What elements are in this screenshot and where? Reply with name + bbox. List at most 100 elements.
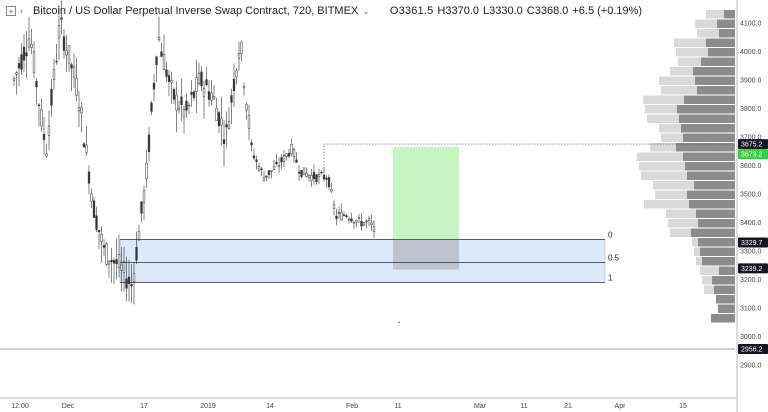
candle-body: [55, 60, 58, 63]
volume-profile-row: [702, 257, 735, 266]
time-tick-label: 15: [679, 403, 687, 410]
ohlc-open: O3361.5: [389, 5, 434, 17]
price-tag-label: 3673.2: [741, 152, 763, 159]
price-tick-label: 3600.0: [740, 163, 762, 170]
price-tag: [738, 263, 768, 274]
price-tag-label: 3675.2: [741, 142, 763, 149]
candle-body: [272, 166, 276, 170]
candle-body: [315, 174, 318, 182]
time-tick-label: Dec: [62, 403, 75, 410]
candle-body: [332, 204, 336, 209]
candle-body: [65, 50, 68, 56]
candle-body: [132, 273, 136, 282]
volume-profile-row: [693, 67, 735, 76]
candle-body: [197, 72, 201, 84]
candle-body: [32, 51, 36, 73]
candle-body: [220, 118, 223, 126]
candle-body: [317, 174, 321, 178]
candle-body: [285, 153, 288, 157]
candle-body: [235, 70, 238, 78]
candle-body: [95, 215, 98, 230]
candle-body: [12, 78, 16, 81]
candle-body: [352, 221, 356, 224]
candle-body: [347, 218, 351, 221]
candle-body: [127, 276, 131, 284]
chevron-left-icon[interactable]: ‹: [20, 6, 23, 16]
candle-body: [320, 171, 323, 174]
candle-body: [172, 89, 176, 100]
price-tag: [738, 149, 768, 160]
candle-body: [342, 214, 346, 216]
candle-body: [60, 17, 63, 20]
candle-body: [325, 177, 328, 180]
candle-body: [355, 220, 358, 223]
candle-body: [295, 159, 298, 163]
candle-body: [97, 229, 101, 233]
volume-profile-row: [695, 19, 735, 28]
volume-profile-row: [711, 314, 735, 323]
candle-body: [312, 172, 316, 180]
price-tick-label: 3400.0: [740, 220, 762, 227]
chart-header: + ‹ Bitcoin / US Dollar Perpetual Invers…: [6, 3, 642, 19]
candle-body: [207, 91, 211, 100]
candle-body: [70, 64, 73, 69]
candle-body: [115, 259, 118, 265]
price-tick-label: 3500.0: [740, 192, 762, 199]
candle-body: [215, 108, 218, 122]
ohlc-high: H3370.0: [437, 5, 480, 17]
price-tick-label: 4000.0: [740, 49, 762, 56]
chevron-down-icon[interactable]: ⌄: [362, 5, 370, 16]
time-axis[interactable]: 12:00 Dec 17 2019 14 Feb 11 Mar 11 21 Apr 15: [0, 397, 737, 410]
candle-body: [42, 134, 46, 140]
price-axis[interactable]: 2900.0 3000.0 3100.0 3200.0 3300.0 3400.0 3500…: [736, 0, 762, 412]
candle-body: [267, 170, 271, 175]
price-tick-label: 3700.0: [740, 135, 762, 142]
price-tags: 3675.2 3673.2 3329.7 3239.2 2956.2: [738, 139, 768, 354]
symbol-title[interactable]: Bitcoin / US Dollar Perpetual Inverse Sw…: [33, 5, 359, 17]
fibonacci-zone: [119, 239, 606, 283]
candle-body: [205, 79, 208, 86]
candle-body: [67, 45, 71, 64]
candle-body: [75, 77, 78, 96]
ohlc-low: L3330.0: [483, 5, 523, 17]
volume-profile-row: [706, 38, 735, 47]
candle-body: [167, 75, 171, 82]
candle-body: [102, 245, 106, 248]
collapse-icon[interactable]: +: [6, 6, 16, 16]
fib-level-label: 0.5: [608, 253, 620, 262]
candle-body: [177, 107, 181, 111]
volume-profile-row: [712, 276, 735, 285]
time-tick-label: 2019: [200, 403, 216, 410]
volume-profile-row: [689, 200, 735, 209]
candle-body: [367, 218, 371, 221]
candle-body: [362, 222, 366, 226]
volume-profile-row: [718, 304, 735, 313]
candle-body: [290, 143, 293, 155]
candle-body: [190, 92, 193, 95]
candle-body: [92, 200, 96, 218]
candle-body: [287, 153, 291, 157]
candle-body: [242, 86, 246, 89]
price-tick-label: 3200.0: [740, 277, 762, 284]
volume-profile-row: [687, 171, 735, 180]
ohlc-close: C3368.0: [526, 5, 569, 17]
candle-body: [202, 88, 206, 97]
candle-body: [137, 231, 141, 241]
candle-body: [292, 149, 296, 157]
price-tag: [738, 139, 768, 150]
candle-body: [282, 154, 286, 162]
volume-profile-row: [719, 29, 735, 38]
volume-profile-row: [694, 181, 735, 190]
candle-body: [135, 246, 138, 261]
candle-body: [160, 51, 163, 57]
volume-profile-row: [701, 57, 735, 66]
candle-body: [120, 264, 123, 271]
candle-body: [192, 91, 196, 98]
candle-body: [17, 63, 21, 69]
price-tag-label: 3239.2: [741, 266, 763, 273]
volume-profile-row: [687, 190, 735, 199]
candle-body: [57, 25, 61, 39]
candle-body: [85, 144, 88, 153]
candle-body: [27, 38, 31, 48]
